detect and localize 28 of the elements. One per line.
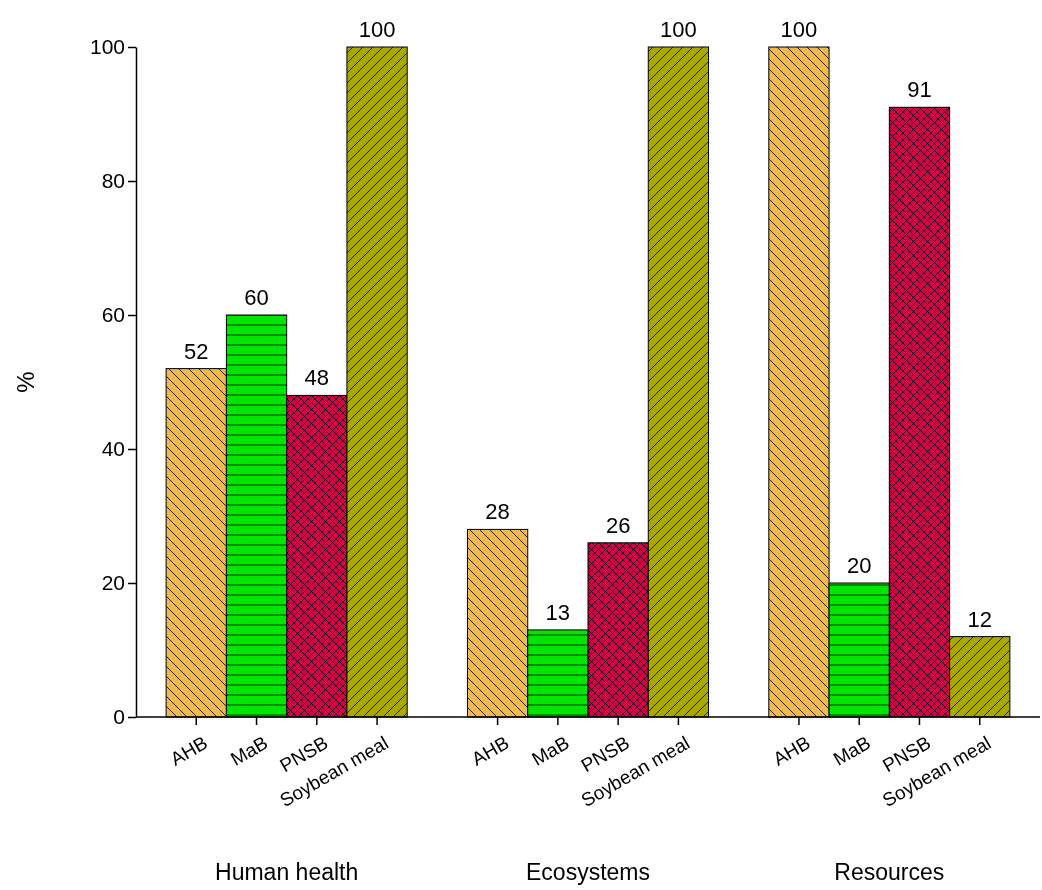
data-label: 28 [485, 499, 510, 525]
text: AHB [468, 732, 513, 770]
y-axis-title: % [12, 371, 39, 393]
y-tick-label: 80 [101, 169, 125, 193]
data-label: 26 [605, 512, 631, 538]
data-label: 100 [780, 17, 818, 42]
text: AHB [769, 732, 814, 770]
data-label: 13 [545, 599, 571, 625]
x-tick-label: Resources [834, 859, 945, 885]
x-tick-label: Human health [215, 859, 359, 885]
y-tick-label: 0 [113, 705, 125, 729]
y-tick-label: 100 [89, 35, 125, 59]
data-label: 48 [304, 365, 330, 391]
data-label: 100 [660, 17, 697, 42]
data-label: 20 [846, 553, 872, 578]
x-tick-label: Ecosystems [526, 859, 650, 885]
data-label: 100 [358, 17, 396, 42]
data-label: 12 [967, 606, 992, 632]
legend-label: AHB [166, 732, 212, 770]
text: MaB [528, 732, 573, 770]
data-label: 91 [907, 77, 932, 103]
y-tick-label: 20 [101, 571, 125, 595]
y-tick-label: 60 [101, 303, 125, 327]
y-tick-label: 40 [101, 437, 125, 461]
text: MaB [829, 732, 874, 770]
data-label: 52 [184, 338, 209, 364]
data-label: 60 [244, 285, 269, 310]
legend-label: MaB [226, 732, 272, 770]
